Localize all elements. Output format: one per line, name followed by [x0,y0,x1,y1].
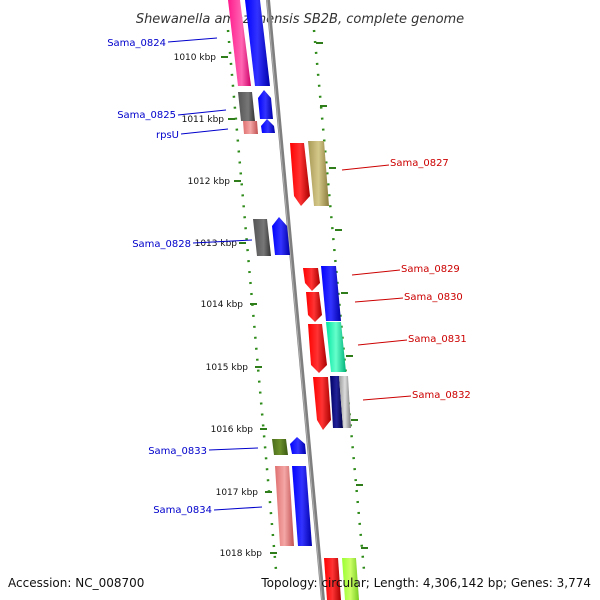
gene-feature[interactable] [303,268,320,291]
gene-feature[interactable] [326,322,346,372]
left-gene-labels: Sama_0824 Sama_0825 rpsU Sama_0828 Sama_… [107,38,212,516]
tick-marks [221,56,277,554]
right-dotted-track [312,29,366,571]
gene-feature[interactable] [339,376,351,428]
leader-line [177,109,227,116]
topology-text: Topology: circular; Length: 4,306,142 bp… [260,576,591,590]
gene-feature[interactable] [275,466,294,546]
gene-label-rpsu[interactable]: rpsU [156,130,179,141]
leader-line [180,128,229,135]
gene-feature[interactable] [308,141,329,206]
leader-line [167,37,218,43]
gene-feature[interactable] [306,292,322,322]
gene-label-sama-0833[interactable]: Sama_0833 [148,446,207,457]
left-leader-lines [167,37,263,511]
gene-feature[interactable] [330,376,343,428]
tick-marks-right [316,42,368,549]
left-dotted-track [226,29,278,571]
gene-feature[interactable] [290,437,306,454]
leader-line [362,395,412,401]
gene-feature[interactable] [253,219,271,256]
gene-label-sama-0830[interactable]: Sama_0830 [404,292,463,303]
gene-feature[interactable] [261,119,275,133]
tick-label: 1013 kbp [195,239,238,249]
tick-label: 1018 kbp [220,549,263,559]
leader-line [351,269,401,276]
gene-label-sama-0829[interactable]: Sama_0829 [401,264,460,275]
gene-features-right [290,141,359,600]
gene-feature[interactable] [292,466,312,546]
gene-label-sama-0831[interactable]: Sama_0831 [408,334,467,345]
leader-line [208,447,259,451]
genome-backbone [266,0,325,600]
right-gene-labels: Sama_0827 Sama_0829 Sama_0830 Sama_0831 … [390,158,471,401]
gene-label-sama-0834[interactable]: Sama_0834 [153,505,212,516]
gene-feature[interactable] [342,558,359,600]
gene-feature[interactable] [238,92,255,121]
tick-label: 1015 kbp [206,363,249,373]
gene-label-sama-0824[interactable]: Sama_0824 [107,38,166,49]
gene-label-sama-0828[interactable]: Sama_0828 [132,239,191,250]
tick-label: 1017 kbp [216,488,259,498]
gene-feature[interactable] [228,0,251,86]
tick-label: 1012 kbp [188,177,231,187]
gene-feature[interactable] [290,143,310,206]
map-title: Shewanella amazonensis SB2B, complete ge… [136,12,464,27]
tick-label: 1010 kbp [174,53,217,63]
tick-label: 1011 kbp [182,115,225,125]
gene-feature[interactable] [308,324,327,373]
gene-feature[interactable] [272,439,288,455]
gene-feature[interactable] [313,377,331,430]
leader-line [357,339,408,346]
gene-label-sama-0825[interactable]: Sama_0825 [117,110,176,121]
genome-backbone-highlight [266,0,323,600]
gene-feature[interactable] [258,90,273,119]
gene-feature[interactable] [272,217,290,255]
gene-features-left [228,0,312,546]
gene-feature[interactable] [324,558,341,600]
leader-line [192,239,253,244]
gene-feature[interactable] [245,0,270,86]
right-leader-lines [341,164,412,401]
gene-feature[interactable] [321,266,341,321]
gene-label-sama-0827[interactable]: Sama_0827 [390,158,449,169]
leader-line [213,506,263,511]
tick-labels: 1010 kbp 1011 kbp 1012 kbp 1013 kbp 1014… [174,53,263,559]
tick-label: 1014 kbp [201,300,244,310]
gene-label-sama-0832[interactable]: Sama_0832 [412,390,471,401]
accession-text: Accession: NC_008700 [8,576,144,590]
tick-label: 1016 kbp [211,425,254,435]
leader-line [354,297,404,303]
gene-feature[interactable] [243,121,258,134]
leader-line [341,164,390,171]
